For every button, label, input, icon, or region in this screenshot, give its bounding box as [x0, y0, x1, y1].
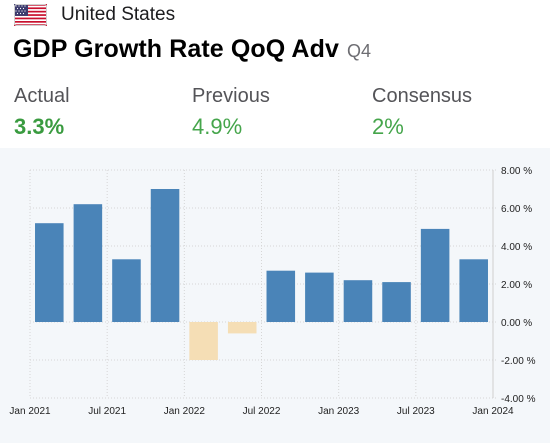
bar-2023-q3 — [420, 228, 450, 322]
bar-2021-q1 — [35, 223, 64, 322]
x-tick-label: Jan 2022 — [164, 406, 206, 417]
country-header: United States — [14, 3, 175, 27]
bar-2023-q1 — [343, 280, 373, 322]
bar-2021-q4 — [150, 189, 180, 322]
stat-consensus-value: 2% — [372, 114, 404, 139]
y-tick-label: -2.00 % — [501, 356, 536, 367]
indicator-title: GDP Growth Rate QoQ Adv — [13, 35, 339, 63]
y-tick-label: -4.00 % — [501, 394, 536, 405]
stat-actual: Actual 3.3% — [14, 84, 70, 140]
us-flag-icon — [14, 4, 47, 26]
stats-row: Actual 3.3% Previous 4.9% Consensus 2% — [0, 84, 550, 144]
bar-2022-q1 — [189, 322, 218, 360]
stat-consensus-label: Consensus — [372, 85, 473, 107]
x-tick-label: Jul 2023 — [397, 406, 435, 417]
bar-2022-q3 — [266, 270, 296, 322]
y-tick-label: 2.00 % — [501, 280, 532, 291]
x-tick-label: Jan 2024 — [472, 406, 514, 417]
y-tick-label: 8.00 % — [501, 166, 532, 177]
stat-actual-label: Actual — [14, 85, 70, 107]
bar-2021-q2 — [73, 204, 103, 322]
bar-2022-q4 — [305, 272, 334, 322]
x-tick-label: Jan 2021 — [9, 406, 51, 417]
country-name: United States — [61, 4, 176, 25]
stat-previous-label: Previous — [192, 85, 270, 107]
x-tick-label: Jul 2021 — [88, 406, 126, 417]
stat-consensus: Consensus 2% — [372, 84, 472, 140]
x-tick-label: Jul 2022 — [243, 406, 281, 417]
bar-2021-q3 — [112, 259, 141, 322]
y-tick-label: 4.00 % — [501, 242, 532, 253]
bar-2023-q2 — [382, 282, 411, 322]
y-tick-label: 0.00 % — [501, 318, 532, 329]
indicator-period: Q4 — [346, 41, 371, 61]
stat-previous-value: 4.9% — [192, 114, 243, 139]
y-tick-label: 6.00 % — [501, 204, 532, 215]
stat-actual-value: 3.3% — [14, 114, 65, 139]
indicator-title-row: GDP Growth Rate QoQ Adv Q4 — [13, 35, 371, 64]
x-tick-label: Jan 2023 — [318, 406, 360, 417]
bar-2023-q4 — [459, 259, 488, 322]
gdp-chart: 8.00 % 6.00 % 4.00 % 2.00 % 0.00 % -2.00 % -4.… — [0, 148, 550, 443]
bar-2022-q2 — [227, 322, 257, 334]
gdp-bar-chart: 8.00 % 6.00 % 4.00 % 2.00 % 0.00 % -2.00 % -4.… — [9, 166, 536, 417]
stat-previous: Previous 4.9% — [192, 84, 270, 140]
